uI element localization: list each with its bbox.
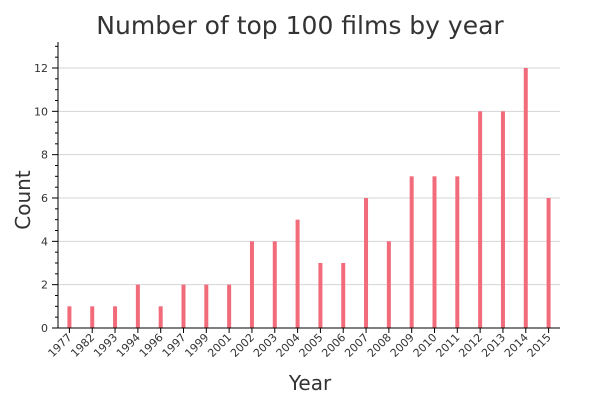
x-tick-label: 2011 bbox=[433, 331, 462, 360]
y-tick-label: 4 bbox=[41, 235, 48, 248]
x-tick-label: 2015 bbox=[525, 331, 554, 360]
bar-2013 bbox=[500, 111, 505, 328]
chart-title: Number of top 100 films by year bbox=[96, 11, 504, 40]
bar-2007 bbox=[364, 198, 369, 328]
gridlines bbox=[58, 67, 560, 329]
bar-1993 bbox=[113, 306, 118, 328]
bar-2004 bbox=[295, 219, 300, 328]
bar-2015 bbox=[546, 198, 551, 328]
x-tick-label: 2014 bbox=[502, 331, 531, 360]
bar-2010 bbox=[432, 176, 437, 328]
bar-2003 bbox=[272, 241, 277, 328]
y-tick-label: 12 bbox=[34, 62, 48, 75]
x-tick-label: 2010 bbox=[411, 331, 440, 360]
x-tick-label: 1999 bbox=[182, 331, 211, 360]
bar-2011 bbox=[455, 176, 460, 328]
x-tick-label: 1996 bbox=[137, 331, 166, 360]
bar-2009 bbox=[409, 176, 414, 328]
x-tick-label: 2008 bbox=[365, 331, 394, 360]
x-tick-label: 2003 bbox=[251, 331, 280, 360]
bar-2008 bbox=[386, 241, 391, 328]
x-tick-label: 2001 bbox=[205, 331, 234, 360]
bar-1997 bbox=[181, 284, 186, 328]
y-tick-label: 0 bbox=[41, 322, 48, 335]
x-tick-label: 2004 bbox=[274, 331, 303, 360]
x-tick-label: 2012 bbox=[456, 331, 485, 360]
x-tick-label: 2006 bbox=[319, 331, 348, 360]
x-tick-label: 1997 bbox=[160, 331, 189, 360]
x-tick-label: 2007 bbox=[342, 331, 371, 360]
x-tick-label: 2002 bbox=[228, 331, 257, 360]
x-tick-label: 1982 bbox=[68, 331, 97, 360]
y-tick-label: 2 bbox=[41, 279, 48, 292]
x-axis-label: Year bbox=[288, 371, 332, 395]
y-axis-label: Count bbox=[11, 170, 35, 230]
bar-1996 bbox=[158, 306, 163, 328]
y-tick-label: 10 bbox=[34, 105, 48, 118]
x-tick-label: 1994 bbox=[114, 331, 143, 360]
bar-2012 bbox=[478, 111, 483, 328]
y-tick-label: 6 bbox=[41, 192, 48, 205]
bar-2001 bbox=[227, 284, 232, 328]
x-tick-label: 2009 bbox=[388, 331, 417, 360]
bar-2006 bbox=[341, 263, 346, 328]
x-tick-label: 1977 bbox=[46, 331, 75, 360]
bar-1994 bbox=[135, 284, 140, 328]
bars bbox=[67, 68, 551, 328]
bar-1982 bbox=[90, 306, 95, 328]
x-tick-label: 2005 bbox=[297, 331, 326, 360]
bar-1977 bbox=[67, 306, 72, 328]
y-tick-label: 8 bbox=[41, 149, 48, 162]
bar-2005 bbox=[318, 263, 323, 328]
x-tick-label: 2013 bbox=[479, 331, 508, 360]
bar-2002 bbox=[249, 241, 254, 328]
bar-2014 bbox=[523, 68, 528, 328]
bar-1999 bbox=[204, 284, 209, 328]
x-tick-label: 1993 bbox=[91, 331, 120, 360]
